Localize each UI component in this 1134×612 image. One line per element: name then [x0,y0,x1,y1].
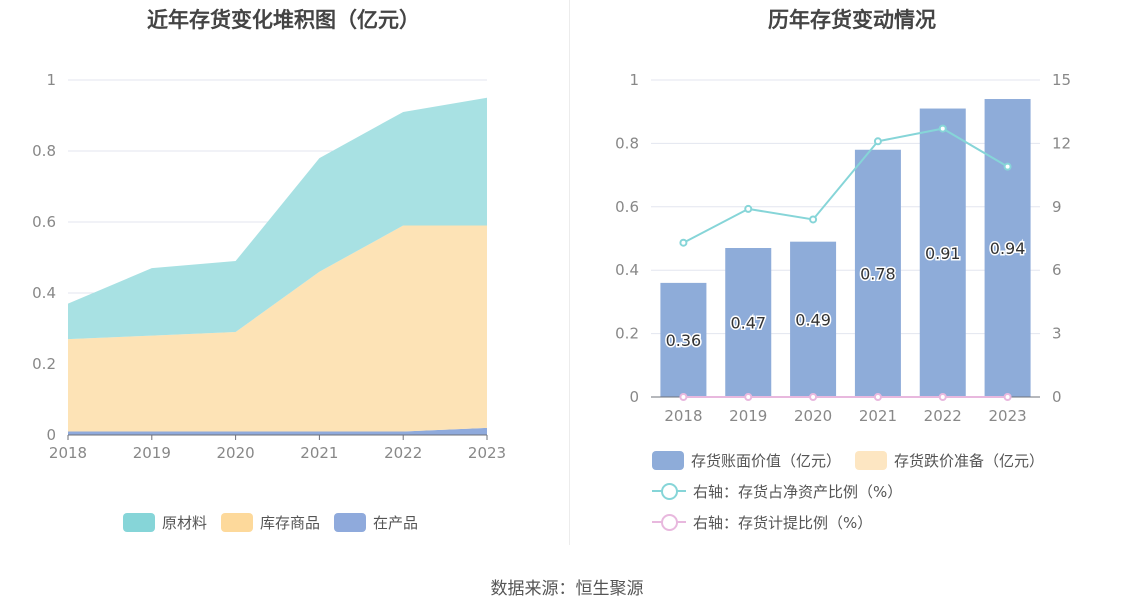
bar-value-label: 0.36 [666,331,702,350]
x-tick-label: 2019 [729,407,767,425]
x-tick-label: 2022 [924,407,962,425]
line-point [809,215,818,224]
y2-tick-label: 6 [1052,261,1062,279]
legend-item-net-asset-ratio[interactable]: 右轴：存货占净资产比例（%） [652,481,902,502]
y2-tick-label: 9 [1052,198,1062,216]
x-tick-label: 2020 [217,444,255,462]
bar-value-label: 0.91 [925,244,961,263]
y2-tick-label: 12 [1052,134,1071,152]
line-右轴：存货占净资产比例（%） [682,127,1009,244]
x-tick-label: 2023 [468,444,506,462]
legend-swatch [652,451,684,470]
bar [984,99,1031,398]
right-legend-row-3: 右轴：存货计提比例（%） [652,512,886,533]
x-tick-label: 2018 [664,407,702,425]
line-point [809,393,818,401]
bar-value-label: 0.78 [860,264,896,283]
bar [790,241,837,397]
y-tick-label: 0.6 [32,213,56,231]
bar [660,282,707,397]
right-bar-line-chart: 0 0.2 0.4 0.6 0.8 1 0 3 6 9 12 15 0.36 0.47 0.49 0.78 0.… [615,71,1071,425]
legend-label: 存货跌价准备（亿元） [894,452,1045,470]
left-chart-title: 近年存货变化堆积图（亿元） [147,8,420,32]
y-tick-label: 1 [46,71,56,89]
y2-tick-label: 0 [1052,388,1062,406]
data-source: 数据来源：恒生聚源 [490,579,644,599]
legend-swatch [855,451,888,470]
line-point [744,393,753,401]
area-原材料 [68,97,487,340]
legend-line-icon [652,513,686,532]
y-tick-label: 0.4 [615,261,639,279]
y-tick-label: 0.8 [615,134,639,152]
legend-item-raw-material[interactable]: 原材料 [123,512,207,533]
line-point [679,238,688,247]
left-stacked-area-chart: 0 0.2 0.4 0.6 0.8 1 2018 2019 2020 2021 2022 2023 [32,71,506,462]
x-tick-label: 2019 [133,444,171,462]
legend-item-provision-ratio[interactable]: 右轴：存货计提比例（%） [652,512,872,533]
line-point [873,393,882,401]
right-legend-row-1: 存货账面价值（亿元） 存货跌价准备（亿元） [652,450,1058,471]
x-tick-label: 2022 [384,444,422,462]
legend-label: 存货账面价值（亿元） [691,452,842,470]
line-point [744,204,753,213]
y-tick-label: 0.4 [32,284,56,302]
y-tick-label: 0.2 [615,325,639,343]
y-tick-label: 0 [629,388,639,406]
panel-divider [569,0,570,545]
x-tick-label: 2023 [988,407,1026,425]
legend-label: 在产品 [373,514,419,532]
y2-tick-label: 15 [1052,71,1071,89]
bar [919,108,966,397]
y-tick-label: 1 [629,71,639,89]
legend-line-icon [652,482,686,501]
y-tick-label: 0.8 [32,142,56,160]
legend-label: 原材料 [162,514,208,532]
legend-swatch [221,513,254,532]
legend-item-book-value[interactable]: 存货账面价值（亿元） [652,450,841,471]
line-point [1003,393,1012,401]
legend-label: 右轴：存货计提比例（%） [693,514,873,532]
left-legend: 原材料 库存商品 在产品 [123,512,432,533]
legend-item-wip[interactable]: 在产品 [334,512,418,533]
y-tick-label: 0.2 [32,355,56,373]
bar-value-label: 0.47 [730,314,766,333]
right-chart-title: 历年存货变动情况 [768,8,936,32]
bar-value-label: 0.49 [795,310,831,329]
line-point [679,393,688,401]
legend-item-finished-goods[interactable]: 库存商品 [221,512,320,533]
legend-swatch [123,513,155,532]
y2-tick-label: 3 [1052,325,1062,343]
area-库存商品 [68,225,487,432]
y-tick-label: 0.6 [615,198,639,216]
bar [725,248,772,397]
legend-swatch [334,513,367,532]
legend-label: 右轴：存货占净资产比例（%） [693,483,903,501]
x-tick-label: 2018 [49,444,87,462]
line-point [938,124,947,133]
line-point [938,393,947,401]
right-legend-row-2: 右轴：存货占净资产比例（%） [652,481,916,502]
bar-value-label: 0.94 [990,239,1026,258]
bar [854,149,901,397]
line-point [1003,162,1012,171]
legend-item-impairment[interactable]: 存货跌价准备（亿元） [855,450,1044,471]
x-tick-label: 2021 [300,444,338,462]
line-point [873,137,882,146]
x-tick-label: 2020 [794,407,832,425]
x-tick-label: 2021 [859,407,897,425]
legend-label: 库存商品 [260,514,321,532]
y-tick-label: 0 [46,426,56,444]
